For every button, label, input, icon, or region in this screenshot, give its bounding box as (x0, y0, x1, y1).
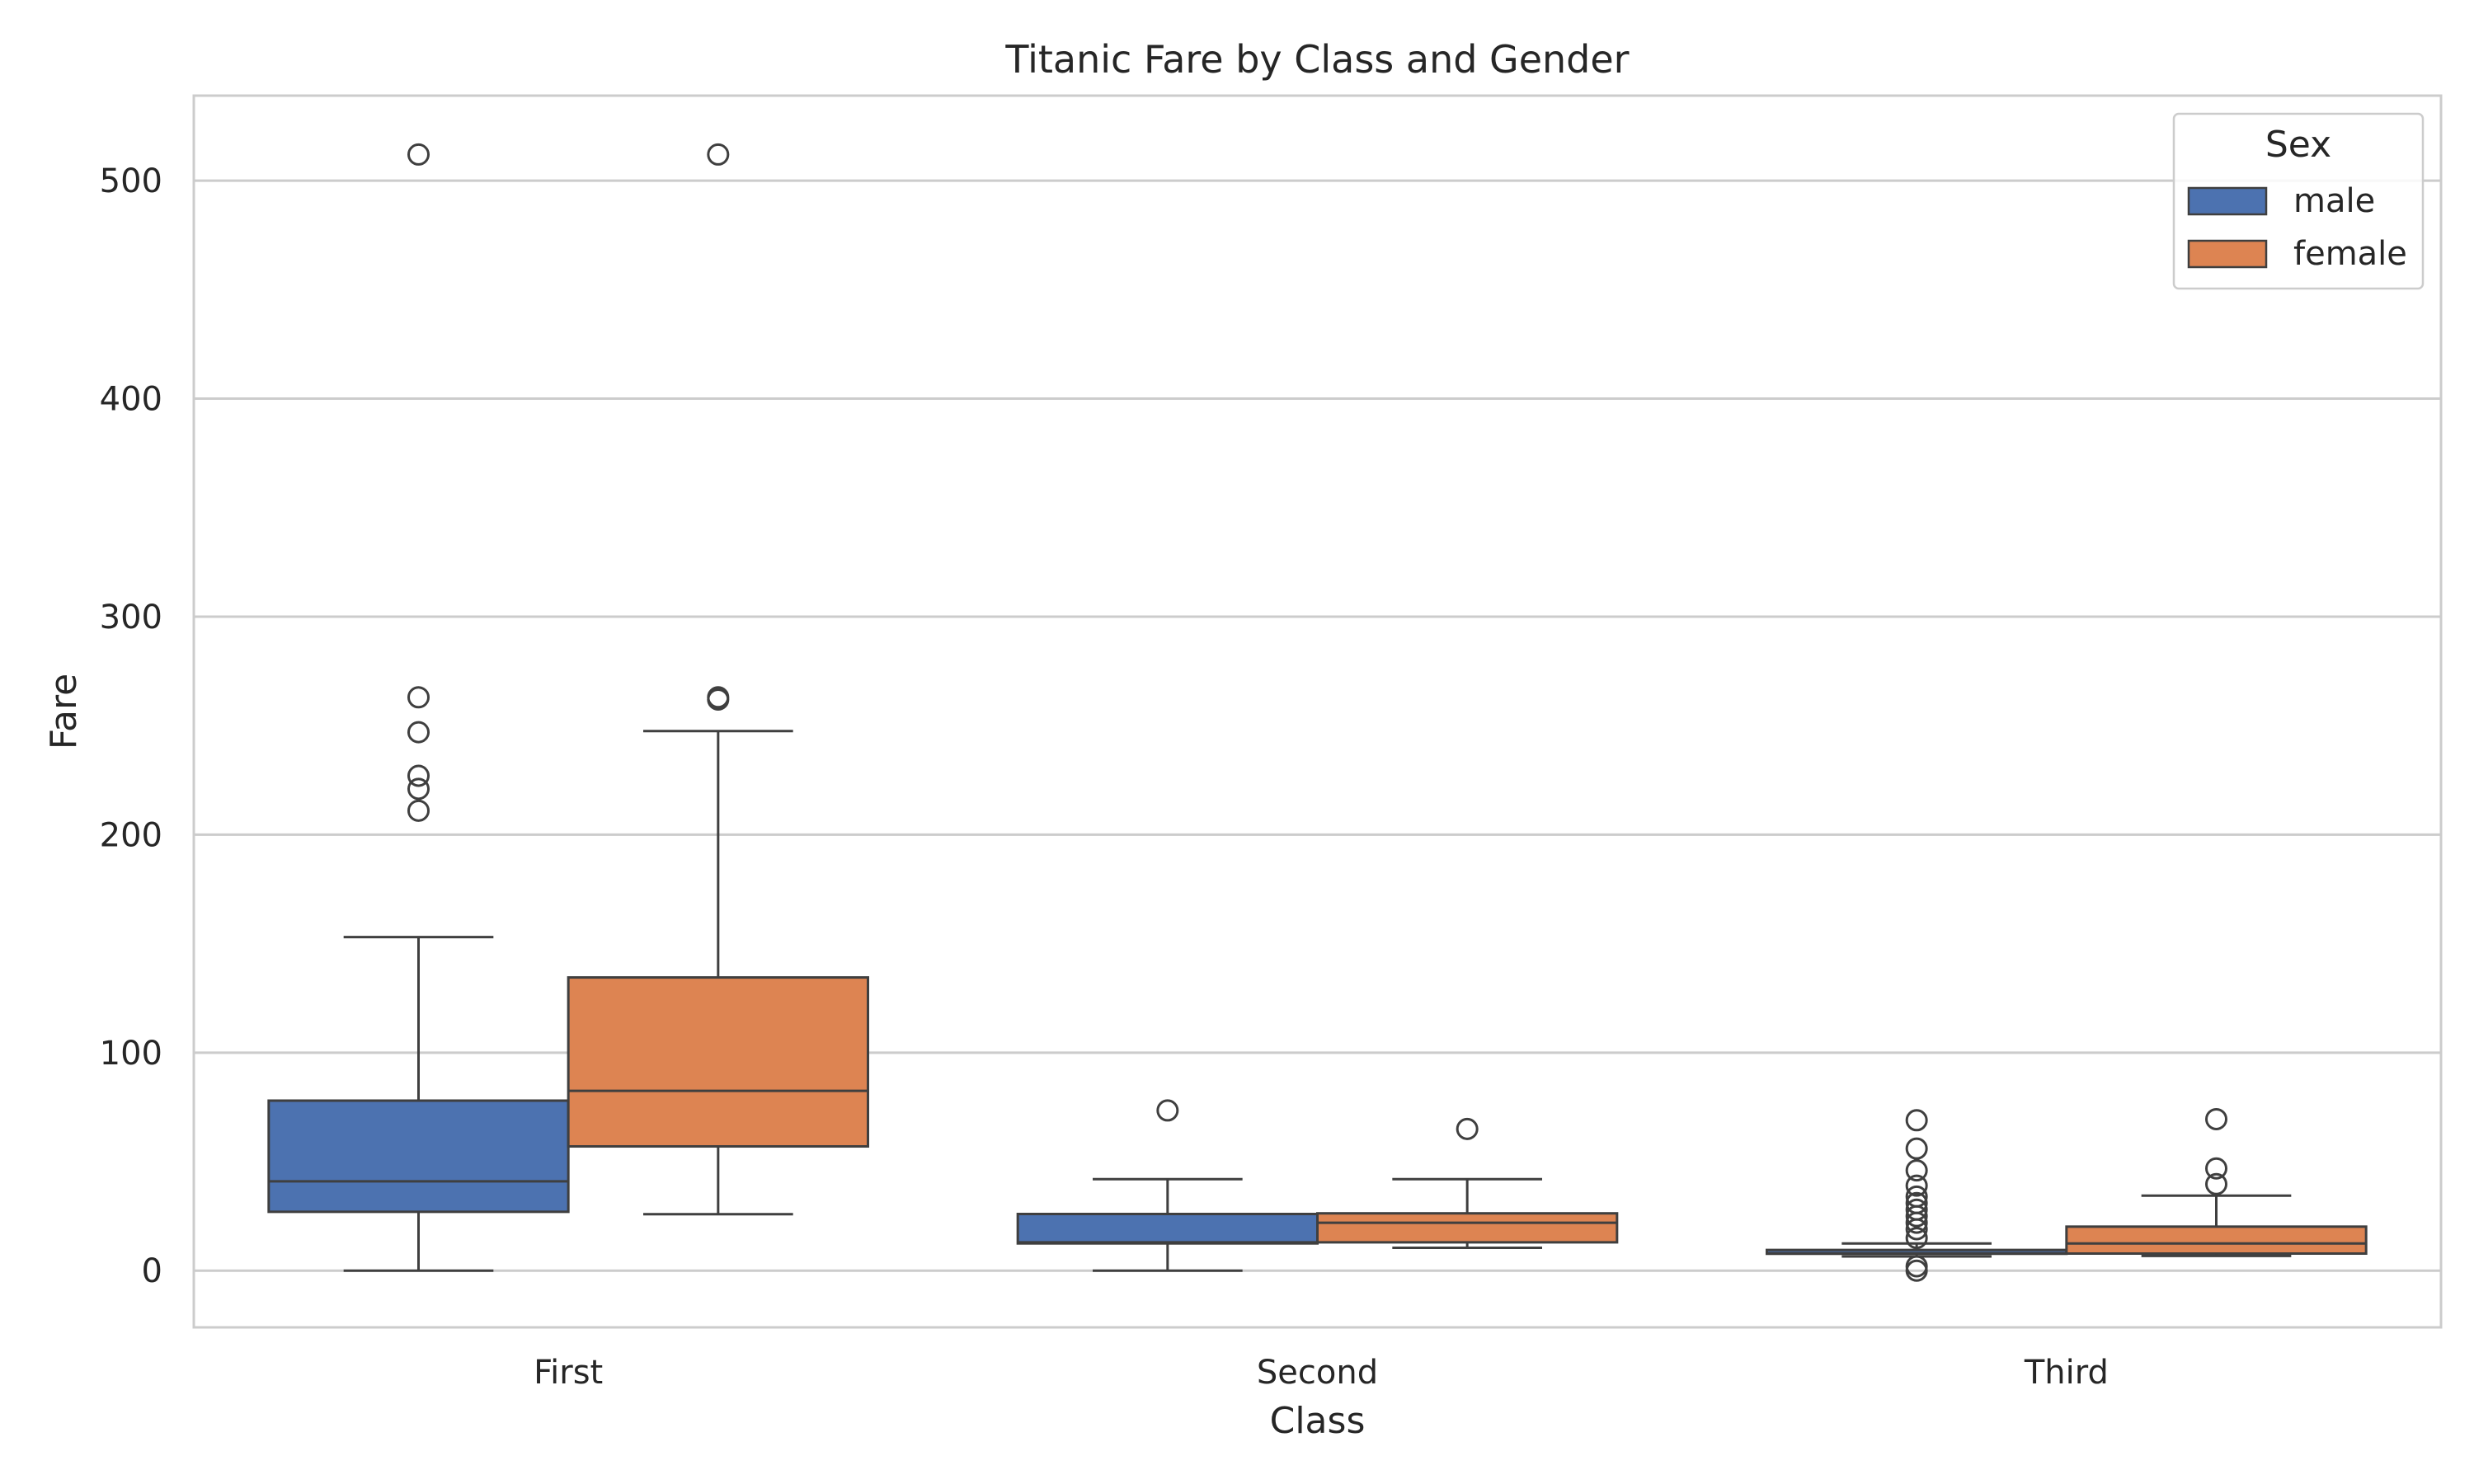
outlier-point (2205, 1107, 2227, 1130)
outlier-point (2205, 1172, 2227, 1195)
y-tick-label: 100 (100, 1035, 162, 1073)
legend-label: male (2293, 182, 2375, 220)
y-tick-label: 200 (100, 816, 162, 854)
outlier-point (707, 143, 730, 166)
box-iqr (567, 976, 870, 1148)
legend-item-female: female (2187, 235, 2407, 273)
legend-items: male female (2187, 182, 2407, 273)
legend-label: female (2293, 235, 2407, 273)
box-female-second (1316, 1117, 1619, 1249)
outlier-point (407, 799, 430, 822)
outlier-point (1456, 1117, 1479, 1140)
x-axis-ticks: First Second Third (534, 1354, 2109, 1392)
outlier-point (1905, 1137, 1928, 1160)
outlier-point (1905, 1198, 1928, 1221)
box-iqr (2065, 1225, 2368, 1255)
outlier-point (1905, 1185, 1928, 1208)
y-tick-label: 400 (100, 381, 162, 419)
outlier-point (1905, 1191, 1928, 1214)
outlier-point (407, 143, 430, 166)
outlier-point (407, 721, 430, 744)
box-iqr (1016, 1212, 1319, 1245)
legend-title: Sex (2265, 124, 2331, 166)
outlier-point (1905, 1174, 1928, 1197)
legend-swatch (2187, 239, 2268, 269)
legend: Sex male female (2172, 112, 2425, 290)
box-male-second (1016, 1099, 1319, 1272)
outlier-point (1905, 1159, 1928, 1182)
legend-item-male: male (2187, 182, 2375, 220)
outlier-point (1905, 1109, 1928, 1132)
y-tick-label: 0 (142, 1252, 162, 1290)
outlier-point (407, 764, 430, 787)
outlier-point (707, 686, 730, 709)
box-female-third (2065, 1107, 2368, 1257)
y-tick-label: 300 (100, 599, 162, 636)
y-tick-label: 500 (100, 162, 162, 200)
box-male-first (267, 143, 570, 1272)
outlier-point (407, 777, 430, 801)
outlier-point (407, 686, 430, 709)
x-tick-label: Third (2024, 1354, 2109, 1392)
x-axis-label: Class (1270, 1400, 1366, 1442)
chart-title: Titanic Fare by Class and Gender (1004, 37, 1629, 82)
outlier-point (1905, 1255, 1928, 1278)
box-female-first (567, 143, 870, 1216)
box-groups (267, 143, 2368, 1282)
x-tick-label: First (534, 1354, 603, 1392)
x-tick-label: Second (1257, 1354, 1378, 1392)
outlier-point (2205, 1157, 2227, 1180)
y-axis-label: Fare (43, 674, 85, 749)
box-iqr (1316, 1212, 1619, 1244)
outlier-point (1905, 1227, 1928, 1250)
box-male-third (1766, 1109, 2068, 1282)
outlier-point (1156, 1099, 1179, 1122)
legend-swatch (2187, 186, 2268, 216)
y-axis-ticks: 0 100 200 300 400 500 (100, 162, 162, 1290)
plot-area-frame (192, 94, 2443, 1329)
box-iqr (267, 1099, 570, 1214)
